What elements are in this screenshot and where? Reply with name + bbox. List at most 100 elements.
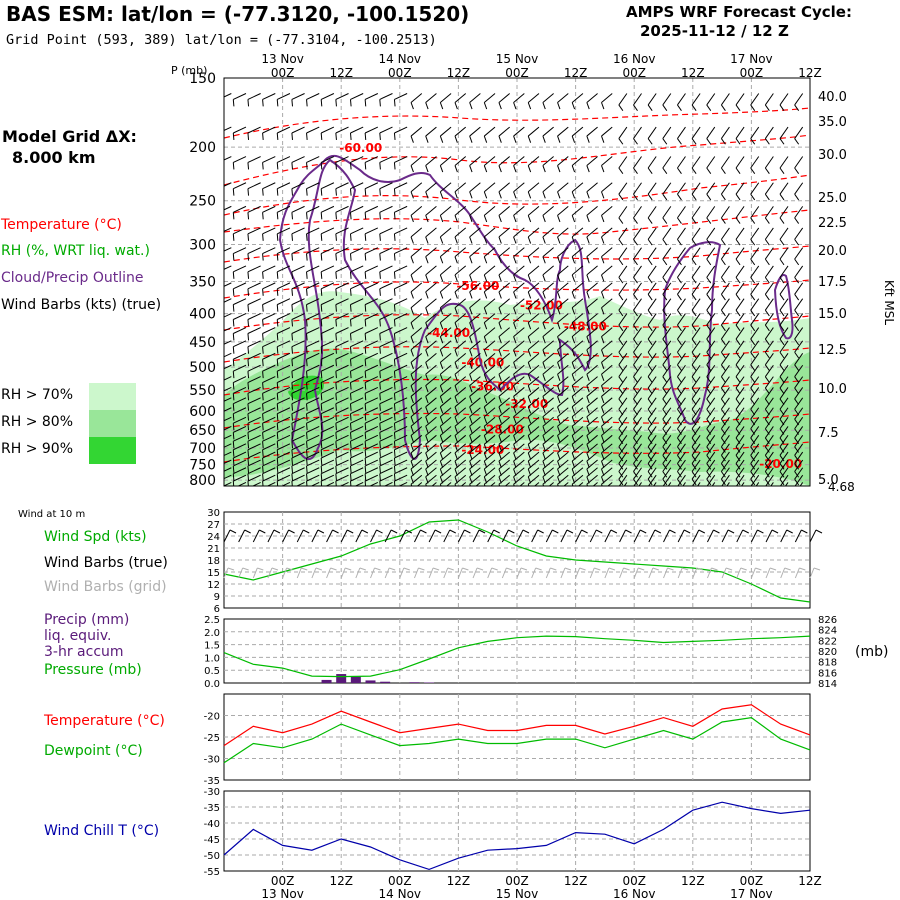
y-tick-label: 24 <box>207 532 220 543</box>
height-tick-label: 35.0 <box>818 115 847 130</box>
wind-barb <box>677 282 686 301</box>
wind-barb <box>542 443 554 460</box>
wind-barb <box>393 434 408 449</box>
wind-barb <box>306 467 320 481</box>
wind-barb <box>335 364 349 379</box>
wind-barb <box>425 298 437 315</box>
wind-barb <box>498 156 510 173</box>
wind-barb <box>469 352 481 370</box>
wind-barb <box>571 182 584 199</box>
wind-barb <box>586 397 598 414</box>
wind-barb <box>439 265 452 282</box>
wind-barb-true <box>516 529 530 543</box>
wind-barb <box>320 407 335 421</box>
wind-barb-true <box>443 529 456 543</box>
wind-barb <box>431 482 437 486</box>
wind-barb <box>335 227 349 241</box>
wind-barb <box>349 298 364 312</box>
wind-barb <box>498 282 510 299</box>
wind-barb <box>439 126 452 143</box>
wind-barb <box>527 397 540 414</box>
wind-barb <box>454 298 467 315</box>
wind-barb <box>224 482 232 486</box>
wind-barb <box>410 156 423 173</box>
wind-barb <box>276 416 291 431</box>
wind-barb <box>232 265 247 279</box>
wind-barb <box>276 327 291 341</box>
wind-barb <box>513 340 525 357</box>
wind-barb <box>232 340 247 354</box>
wind-barb <box>469 397 481 414</box>
wind-barb <box>320 227 335 241</box>
wind-barb <box>262 474 276 486</box>
wind-barb <box>498 126 510 143</box>
wind-barb <box>571 126 584 143</box>
wind-barb <box>794 467 804 486</box>
wind-barb <box>469 126 481 143</box>
wind-barb <box>262 227 276 241</box>
wind-barb <box>647 340 657 359</box>
wind-barb <box>677 364 686 383</box>
wind-barb <box>349 205 364 220</box>
wind-barb <box>349 156 364 170</box>
wind-barb <box>542 376 554 393</box>
wind-barb <box>349 227 364 241</box>
precip-bar <box>424 682 435 683</box>
y-tick-label: 1.5 <box>204 641 220 652</box>
wind-barb <box>454 156 467 173</box>
wind-barb <box>571 443 584 460</box>
page-title: BAS ESM: lat/lon = (-77.3120, -100.1520) <box>6 2 470 26</box>
wind-barb <box>320 416 335 431</box>
height-tick-label: 20.0 <box>818 244 847 259</box>
wind-barb <box>571 282 584 299</box>
wind-barb <box>393 352 408 367</box>
wind-barb <box>764 265 774 284</box>
wind-barb <box>527 340 540 357</box>
wind-barb <box>276 443 291 457</box>
wind-barb <box>647 451 657 470</box>
wind-barb <box>425 340 437 357</box>
wind-barb <box>439 451 452 468</box>
wind-barb <box>527 407 540 424</box>
wind-barb <box>276 451 291 466</box>
wind-barb <box>764 126 774 145</box>
wind-barb-grid <box>399 567 410 579</box>
wind-barb <box>425 426 437 443</box>
wind-barb <box>677 298 686 317</box>
wind-barb <box>291 459 305 473</box>
wind-barb <box>224 376 232 381</box>
wind-barb <box>291 386 305 401</box>
wind-barb <box>247 282 261 296</box>
date-label: 17 Nov <box>730 52 773 66</box>
temperature-contour <box>224 412 810 429</box>
wind-barb <box>513 416 525 434</box>
wind-barb <box>557 443 569 460</box>
wind-barb <box>393 298 408 312</box>
time-tick-label-bottom: 12Z <box>681 874 705 888</box>
wind-barb <box>369 482 379 486</box>
wind-barb <box>224 156 232 161</box>
wind-barb <box>735 156 745 175</box>
wind-barb <box>262 376 276 390</box>
wind-barb <box>224 126 232 132</box>
wind-barb <box>633 467 642 486</box>
wind-barb <box>454 397 467 414</box>
wind-barb <box>750 443 760 462</box>
wind-barb <box>224 407 232 412</box>
wind-barb <box>483 156 496 173</box>
wind-barb <box>306 407 320 421</box>
wind-barb <box>542 156 554 173</box>
wind-barb <box>662 340 672 359</box>
wind-barb <box>691 364 701 383</box>
wind-barb <box>764 206 774 224</box>
wind-barb <box>677 327 686 346</box>
wind-barb <box>306 298 320 312</box>
wind-barb <box>410 206 423 223</box>
wind-barb <box>498 434 510 452</box>
wind-barb <box>247 93 261 107</box>
y-tick-label: 27 <box>207 520 220 531</box>
wind-barb <box>557 282 569 299</box>
wind-barb <box>224 327 232 332</box>
wind-barb <box>542 434 554 452</box>
